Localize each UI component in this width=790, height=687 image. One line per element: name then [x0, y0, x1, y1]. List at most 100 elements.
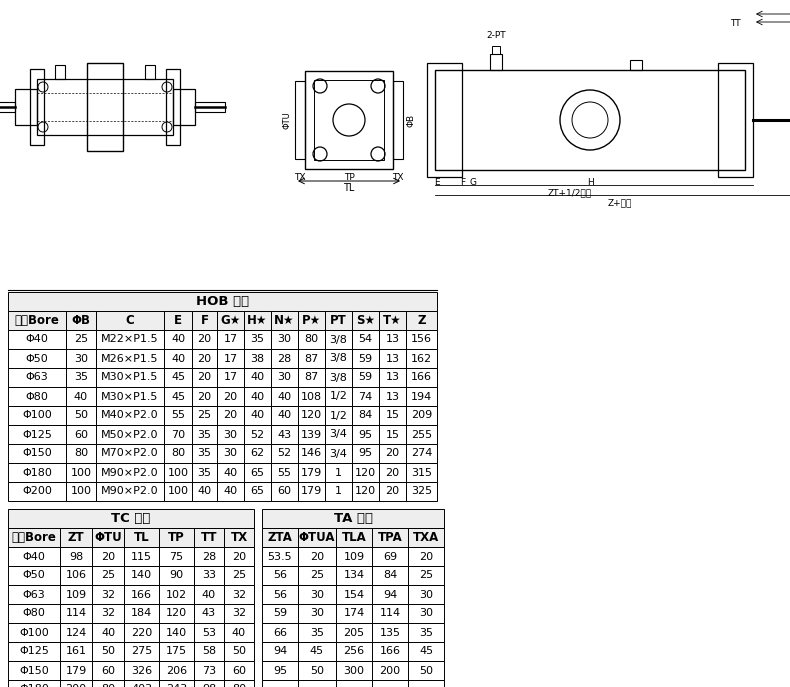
Bar: [124, 680, 159, 687]
Text: E: E: [174, 314, 182, 327]
Bar: [96, 406, 164, 425]
Bar: [8, 463, 66, 482]
Bar: [298, 566, 336, 585]
Bar: [192, 463, 217, 482]
Text: Φ50: Φ50: [25, 354, 48, 363]
Bar: [66, 368, 96, 387]
Text: Φ100: Φ100: [22, 411, 52, 420]
Text: 1/2: 1/2: [329, 411, 348, 420]
Bar: [336, 623, 372, 642]
Text: H: H: [587, 178, 593, 187]
Bar: [159, 680, 194, 687]
Text: 154: 154: [344, 589, 364, 600]
Text: N★: N★: [274, 314, 295, 327]
Bar: [192, 368, 217, 387]
Bar: [379, 463, 406, 482]
Bar: [372, 604, 408, 623]
Bar: [60, 604, 92, 623]
Bar: [379, 406, 406, 425]
Bar: [8, 547, 60, 566]
Bar: [336, 528, 372, 547]
Bar: [60, 585, 92, 604]
Bar: [406, 349, 437, 368]
Bar: [224, 547, 254, 566]
Bar: [96, 387, 164, 406]
Bar: [8, 528, 60, 547]
Text: 120: 120: [355, 467, 376, 477]
Bar: [492, 46, 500, 54]
Bar: [336, 585, 372, 604]
Bar: [124, 604, 159, 623]
Bar: [271, 406, 298, 425]
Text: TP: TP: [344, 173, 355, 182]
Bar: [145, 65, 155, 79]
Bar: [66, 311, 96, 330]
Bar: [192, 349, 217, 368]
Bar: [87, 63, 123, 151]
Text: 73: 73: [202, 666, 216, 675]
Bar: [224, 566, 254, 585]
Bar: [408, 604, 444, 623]
Bar: [406, 425, 437, 444]
Bar: [298, 604, 336, 623]
Text: 40: 40: [277, 392, 292, 401]
Text: 95: 95: [273, 666, 287, 675]
Bar: [124, 661, 159, 680]
Text: 59: 59: [359, 354, 373, 363]
Text: TXA: TXA: [413, 531, 439, 544]
Bar: [352, 425, 379, 444]
Text: 60: 60: [74, 429, 88, 440]
Text: M30×P1.5: M30×P1.5: [101, 392, 159, 401]
Bar: [217, 482, 244, 501]
Text: 98: 98: [202, 684, 216, 687]
Bar: [30, 69, 44, 145]
Text: T★: T★: [383, 314, 402, 327]
Bar: [271, 425, 298, 444]
Text: 3/8: 3/8: [329, 372, 348, 383]
Text: 87: 87: [304, 372, 318, 383]
Bar: [8, 623, 60, 642]
Bar: [66, 425, 96, 444]
Text: 120: 120: [355, 486, 376, 497]
Bar: [298, 463, 325, 482]
Text: 161: 161: [66, 646, 86, 657]
Text: 156: 156: [411, 335, 432, 344]
Bar: [406, 482, 437, 501]
Bar: [379, 349, 406, 368]
Bar: [298, 311, 325, 330]
Bar: [92, 528, 124, 547]
Text: 403: 403: [131, 684, 152, 687]
Bar: [262, 585, 298, 604]
Bar: [8, 482, 66, 501]
Bar: [298, 482, 325, 501]
Text: ΦTU: ΦTU: [94, 531, 122, 544]
Text: 174: 174: [344, 609, 365, 618]
Bar: [217, 444, 244, 463]
Text: 80: 80: [304, 335, 318, 344]
Text: 45: 45: [310, 646, 324, 657]
Text: 108: 108: [301, 392, 322, 401]
Text: 54: 54: [359, 335, 373, 344]
Text: Φ125: Φ125: [22, 429, 52, 440]
Bar: [159, 528, 194, 547]
Bar: [336, 680, 372, 687]
Bar: [271, 482, 298, 501]
Bar: [159, 642, 194, 661]
Text: 200: 200: [66, 684, 87, 687]
Bar: [194, 528, 224, 547]
Bar: [379, 482, 406, 501]
Text: TA 型式: TA 型式: [333, 512, 373, 525]
Bar: [406, 463, 437, 482]
Bar: [15, 89, 37, 125]
Bar: [271, 387, 298, 406]
Text: 20: 20: [198, 392, 212, 401]
Bar: [298, 547, 336, 566]
Text: M26×P1.5: M26×P1.5: [101, 354, 159, 363]
Text: ΦTUA: ΦTUA: [299, 531, 335, 544]
Bar: [92, 642, 124, 661]
Text: 140: 140: [166, 627, 187, 638]
Text: 274: 274: [411, 449, 432, 458]
Text: Φ125: Φ125: [19, 646, 49, 657]
Text: 50: 50: [310, 666, 324, 675]
Text: M30×P1.5: M30×P1.5: [101, 372, 159, 383]
